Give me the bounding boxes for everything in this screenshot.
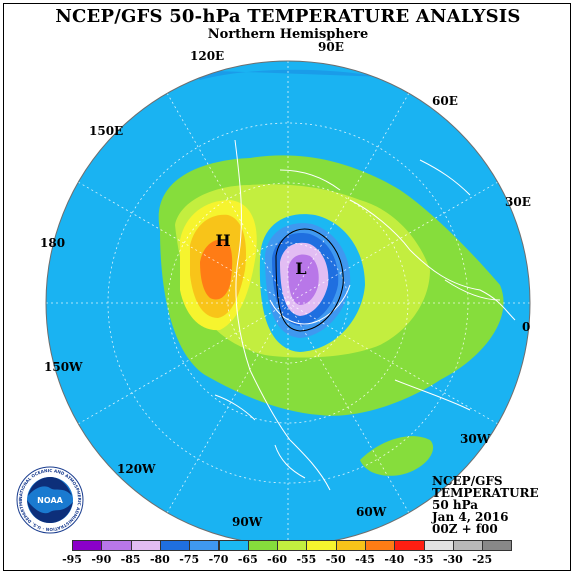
legend-swatch [423, 540, 454, 551]
vortex-90 [288, 254, 319, 305]
coastlines [214, 139, 516, 491]
legend-label: -65 [237, 553, 258, 566]
graticule [46, 61, 530, 545]
legend-label: -45 [355, 553, 375, 566]
legend-swatch [452, 540, 484, 551]
info-field: TEMPERATURE [432, 486, 539, 500]
svg-text:NOAA: NOAA [37, 496, 63, 505]
legend-label: -35 [413, 553, 434, 566]
legend-label: -40 [384, 553, 405, 566]
legend-label: -25 [472, 553, 493, 566]
temp-region-45 [200, 239, 233, 300]
legend-swatch [277, 540, 308, 551]
legend-swatch [159, 540, 191, 551]
legend-label: -60 [267, 553, 288, 566]
lon-label-120w: 120W [117, 462, 156, 476]
info-model: NCEP/GFS [432, 474, 503, 488]
lon-label-0: 0 [522, 320, 531, 334]
lon-label-60e: 60E [432, 94, 458, 108]
temp-patch-se [360, 436, 434, 476]
lon-label-150w: 150W [44, 360, 83, 374]
legend-label: -30 [442, 553, 463, 566]
isotherm-vortex [275, 228, 344, 332]
low-marker: L [295, 259, 306, 278]
map-title: NCEP/GFS 50-hPa TEMPERATURE ANALYSIS [55, 6, 521, 27]
image-frame [3, 3, 571, 571]
legend-label: -95 [62, 553, 82, 566]
legend-swatch [335, 540, 366, 551]
high-marker: H [215, 231, 230, 250]
lon-label-60w: 60W [356, 505, 387, 519]
legend-swatch [72, 540, 103, 551]
info-cycle: 00Z + f00 [432, 522, 498, 536]
legend-label: -50 [325, 553, 346, 566]
info-date: Jan 4, 2016 [432, 510, 509, 524]
map-subtitle: Northern Hemisphere [207, 27, 369, 42]
legend-swatch [365, 540, 396, 551]
lon-label-120e: 120E [190, 49, 225, 63]
legend-swatch [189, 540, 220, 551]
legend-label: -70 [208, 553, 229, 566]
legend-label: -85 [120, 553, 141, 566]
lon-label-180: 180 [40, 236, 66, 250]
legend-swatch [247, 540, 279, 551]
product-info: NCEP/GFS TEMPERATURE 50 hPa Jan 4, 2016 … [432, 475, 539, 535]
legend-swatch [306, 540, 337, 551]
legend-swatch [394, 540, 425, 551]
legend-swatch [482, 540, 513, 551]
info-level: 50 hPa [432, 498, 479, 512]
lon-label-150e: 150E [89, 124, 124, 138]
legend-swatch [101, 540, 132, 551]
lon-label-90e: 90E [318, 40, 344, 54]
legend-swatch [218, 540, 249, 551]
cold-band-top [190, 69, 470, 100]
noaa-logo-icon: NATIONAL OCEANIC AND ATMOSPHERIC ADMINIS… [16, 466, 84, 534]
legend-label: -75 [179, 553, 200, 566]
legend-label: -80 [149, 553, 170, 566]
legend-swatch [130, 540, 161, 551]
lon-label-90w: 90W [232, 515, 263, 529]
lon-label-30e: 30E [505, 195, 531, 209]
legend-label: -55 [296, 553, 317, 566]
legend-label: -90 [91, 553, 112, 566]
lon-label-30w: 30W [460, 432, 491, 446]
